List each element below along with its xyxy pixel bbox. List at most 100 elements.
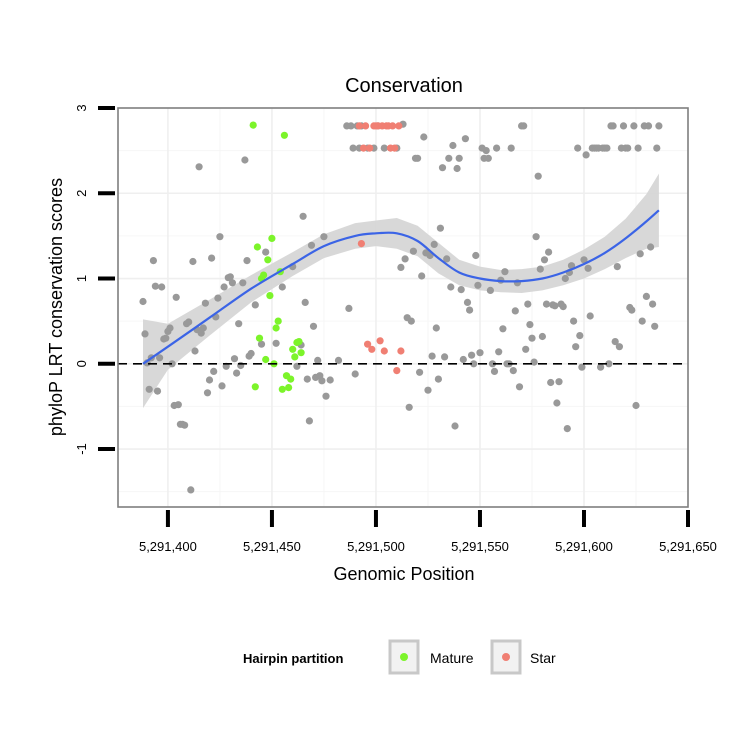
- y-axis: -1 0 1 2 3: [74, 104, 115, 455]
- data-point-other: [647, 243, 655, 251]
- data-point-other: [214, 294, 222, 302]
- data-point-other: [257, 340, 266, 348]
- chart-title: Conservation: [345, 75, 463, 97]
- data-point-other: [247, 349, 255, 358]
- data-point-other: [326, 376, 334, 384]
- data-point-other: [158, 283, 166, 291]
- data-point-other: [638, 317, 646, 325]
- data-point-other: [507, 144, 515, 152]
- data-point-star: [397, 347, 405, 355]
- data-point-other: [476, 349, 484, 357]
- x-tick-label: 5,291,650: [659, 539, 717, 554]
- data-point-other: [216, 233, 224, 241]
- data-point-mature: [262, 355, 270, 364]
- data-point-other: [153, 387, 162, 395]
- plot-border: [117, 107, 689, 508]
- data-point-other: [414, 154, 422, 162]
- data-point-star: [355, 122, 363, 130]
- data-point-other: [195, 163, 203, 171]
- data-point-other: [187, 486, 195, 494]
- x-tick-label: 5,291,450: [243, 539, 301, 554]
- y-axis-label: phyloP LRT conservation scores: [46, 178, 66, 436]
- data-point-other: [470, 360, 478, 368]
- data-point-star: [364, 340, 372, 348]
- data-point-mature: [289, 345, 297, 353]
- data-point-other: [349, 144, 357, 152]
- data-point-other: [424, 386, 432, 394]
- data-point-star: [366, 144, 374, 152]
- data-point-other: [139, 297, 147, 306]
- data-point-star: [359, 144, 368, 152]
- data-point-other: [191, 347, 199, 355]
- data-point-other: [555, 378, 563, 386]
- data-point-other: [407, 317, 415, 325]
- data-point-other: [314, 356, 322, 364]
- data-point-other: [309, 322, 318, 330]
- data-point-other: [632, 401, 640, 410]
- data-point-other: [603, 144, 611, 152]
- data-point-mature: [287, 375, 295, 383]
- data-point-other: [522, 345, 530, 353]
- legend-entry-star: Star: [490, 639, 556, 675]
- data-point-other: [233, 369, 241, 377]
- data-point-other: [580, 256, 588, 264]
- series-star: [355, 122, 405, 375]
- data-point-other: [624, 144, 632, 152]
- data-point-other: [615, 343, 624, 351]
- data-point-other: [272, 339, 280, 347]
- data-point-other: [347, 122, 355, 130]
- data-point-other: [449, 141, 457, 150]
- data-point-other: [243, 257, 251, 265]
- data-point-other: [430, 240, 438, 248]
- data-point-other: [520, 122, 528, 130]
- data-point-other: [493, 144, 501, 152]
- data-point-other: [597, 363, 605, 371]
- data-point-other: [445, 154, 453, 162]
- data-point-mature: [274, 317, 282, 325]
- data-point-other: [318, 377, 326, 385]
- data-point-other: [486, 286, 494, 294]
- data-point-mature: [251, 383, 259, 391]
- data-point-other: [436, 224, 444, 232]
- data-point-mature: [297, 349, 305, 357]
- data-point-mature: [285, 384, 293, 392]
- data-point-other: [320, 233, 328, 241]
- data-point-other: [644, 122, 653, 130]
- data-point-mature: [249, 121, 257, 129]
- data-point-other: [199, 324, 207, 332]
- data-point-other: [511, 307, 519, 315]
- data-point-star: [368, 345, 376, 353]
- plot-area: -1 0 1 2 3 5,291,400 5,291,450 5,291,500 5,291,5…: [74, 104, 717, 554]
- x-axis-label: Genomic Position: [333, 564, 474, 584]
- y-tick-label: 3: [74, 104, 89, 111]
- data-point-other: [145, 385, 153, 393]
- data-point-other: [649, 300, 657, 308]
- data-point-other: [151, 282, 159, 290]
- data-point-other: [299, 212, 307, 220]
- data-point-other: [570, 317, 578, 325]
- data-point-other: [228, 279, 236, 287]
- data-point-mature: [272, 324, 280, 332]
- grid-lines: [118, 108, 688, 507]
- data-point-mature: [280, 131, 288, 139]
- data-point-other: [434, 375, 442, 383]
- data-point-other: [401, 255, 409, 263]
- y-tick-label: -1: [74, 443, 89, 455]
- legend-entry-mature: Mature: [388, 639, 474, 675]
- data-point-other: [474, 281, 482, 289]
- data-point-other: [509, 367, 517, 375]
- data-point-other: [561, 274, 569, 283]
- data-point-other: [499, 325, 507, 333]
- data-point-other: [482, 147, 490, 155]
- data-point-other: [405, 403, 413, 411]
- legend-dot-mature: [400, 653, 408, 661]
- data-point-other: [567, 262, 576, 270]
- data-point-other: [278, 283, 286, 291]
- data-point-other: [351, 370, 359, 378]
- data-point-other: [334, 356, 343, 364]
- data-point-other: [226, 273, 234, 281]
- data-point-other: [218, 382, 226, 390]
- x-tick-label: 5,291,600: [555, 539, 613, 554]
- data-point-mature: [268, 234, 276, 242]
- data-point-other: [201, 299, 209, 307]
